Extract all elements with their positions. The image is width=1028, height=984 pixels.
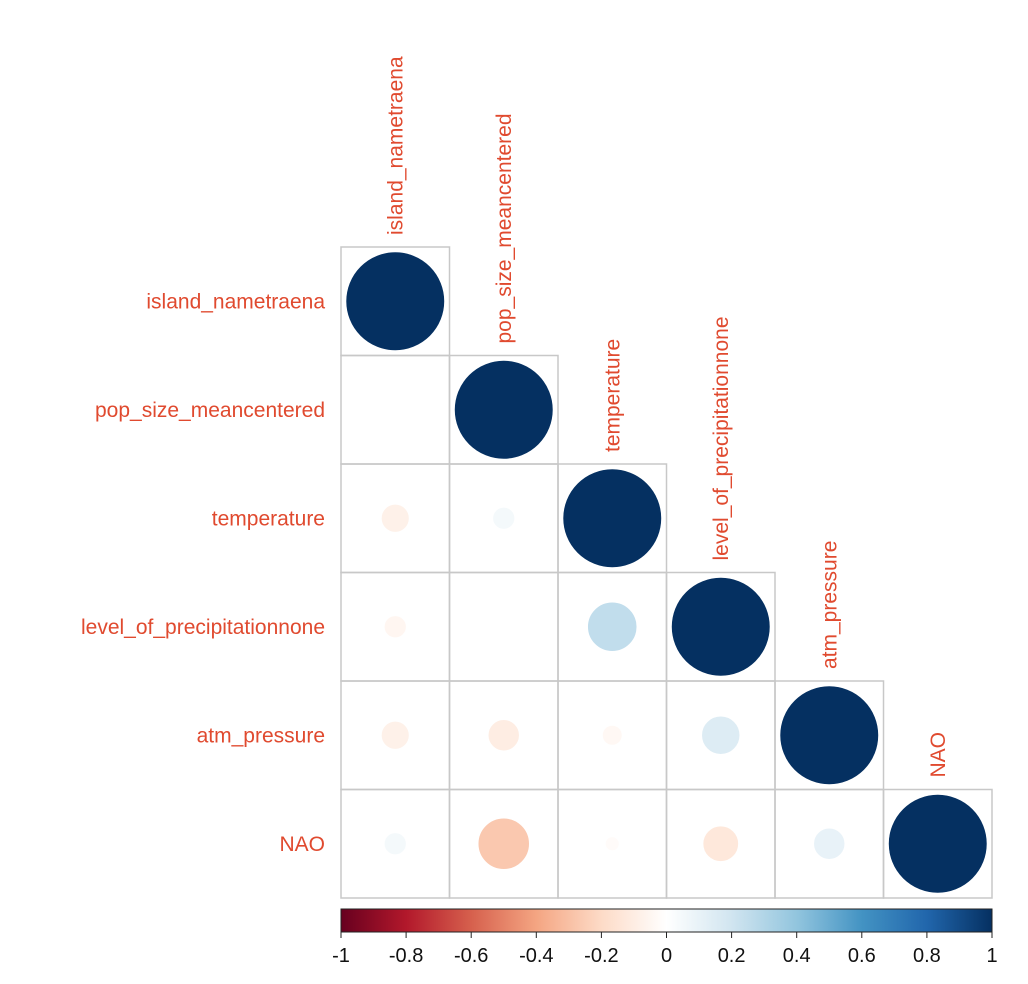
colorbar-gradient bbox=[340, 908, 993, 933]
grid-cell bbox=[340, 354, 451, 465]
correlation-circle bbox=[601, 724, 623, 746]
colorbar: -1 -0.8 -0.6 -0.4 -0.2 0 0.2 0.4 0.6 0.8 1 bbox=[332, 908, 998, 967]
row-label: pop_size_meancentered bbox=[95, 399, 325, 422]
correlation-circle bbox=[345, 251, 446, 352]
correlation-circle bbox=[779, 685, 880, 786]
grid bbox=[340, 246, 993, 899]
correlation-circle bbox=[383, 832, 407, 856]
column-labels: island_nametraena pop_size_meancenteredte… bbox=[384, 56, 950, 777]
colorbar-tick-label: 0 bbox=[661, 945, 672, 967]
row-label: atm_pressure bbox=[197, 724, 325, 747]
correlation-circle bbox=[702, 825, 739, 862]
column-label: pop_size_meancentered bbox=[493, 114, 516, 344]
colorbar-tick-label: -0.2 bbox=[584, 945, 618, 967]
row-label: NAO bbox=[279, 833, 325, 856]
grid-cell bbox=[882, 788, 993, 899]
correlation-circle bbox=[670, 576, 771, 677]
colorbar-tick-label: -0.6 bbox=[454, 945, 488, 967]
column-label: level_of_precipitationnone bbox=[710, 316, 733, 560]
column-label: NAO bbox=[927, 732, 950, 778]
row-label: island_nametraena bbox=[146, 290, 325, 313]
correlation-circle bbox=[701, 715, 741, 755]
colorbar-tick-label: 0.2 bbox=[718, 945, 746, 967]
column-label: temperature bbox=[601, 339, 624, 452]
correlation-circle bbox=[587, 601, 638, 652]
correlation-circle bbox=[562, 468, 663, 569]
colorbar-tick-label: -1 bbox=[332, 945, 350, 967]
colorbar-tick-label: 0.4 bbox=[783, 945, 811, 967]
row-label: temperature bbox=[212, 507, 325, 530]
row-labels: island_nametraena pop_size_meancenteredte… bbox=[81, 290, 325, 856]
correlation-circle bbox=[380, 720, 410, 750]
correlation-circle bbox=[477, 817, 530, 870]
correlation-circle bbox=[887, 793, 988, 894]
correlation-circle bbox=[380, 503, 410, 533]
correlation-circle bbox=[383, 615, 407, 639]
correlation-circle bbox=[453, 359, 554, 460]
colorbar-tick-label: -0.4 bbox=[519, 945, 553, 967]
correlation-circle bbox=[604, 836, 620, 852]
colorbar-tick-label: 0.6 bbox=[848, 945, 876, 967]
grid-cell bbox=[448, 571, 559, 682]
row-label: level_of_precipitationnone bbox=[81, 616, 325, 639]
colorbar-tick-label: 0.8 bbox=[913, 945, 941, 967]
correlation-circle bbox=[492, 506, 516, 530]
correlation-circle bbox=[813, 827, 846, 860]
correlation-circles bbox=[345, 251, 988, 894]
column-label: island_nametraena bbox=[384, 56, 407, 235]
correlation-circle bbox=[487, 719, 520, 752]
colorbar-tick-label: -0.8 bbox=[389, 945, 423, 967]
column-label: atm_pressure bbox=[818, 541, 841, 669]
colorbar-tick-label: 1 bbox=[986, 945, 997, 967]
